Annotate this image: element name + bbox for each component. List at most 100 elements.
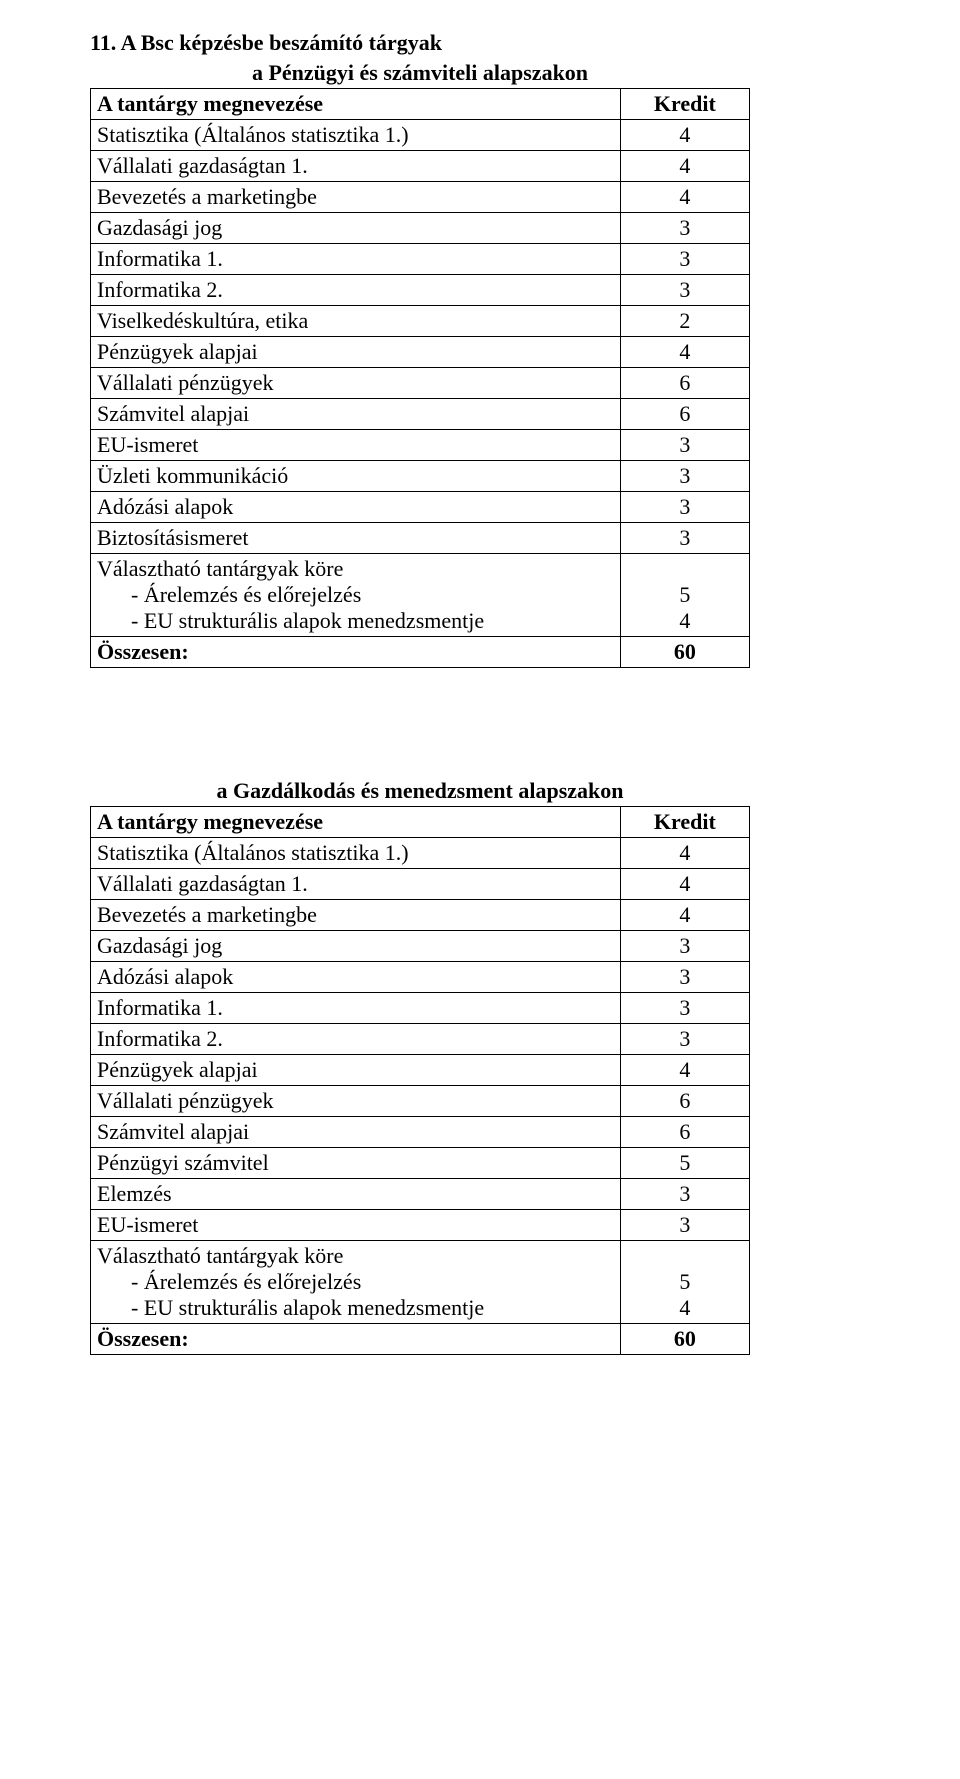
- table-row: Informatika 1.3: [91, 244, 750, 275]
- table2-header-credit: Kredit: [620, 807, 749, 838]
- elective-item: - Árelemzés és előrejelzés: [97, 1269, 614, 1295]
- table-cell-credit: 3: [620, 523, 749, 554]
- table-cell-credit: 3: [620, 1210, 749, 1241]
- table1-sum-value: 60: [620, 637, 749, 668]
- elective-item: - EU strukturális alapok menedzsmentje: [97, 608, 614, 634]
- table-cell-credit: 3: [620, 275, 749, 306]
- table-cell-credit: 6: [620, 1117, 749, 1148]
- table2: A tantárgy megnevezése Kredit Statisztik…: [90, 806, 750, 1355]
- table-cell-name: Számvitel alapjai: [91, 399, 621, 430]
- elective-credit: 4: [627, 608, 743, 634]
- table-cell-credit: 3: [620, 1179, 749, 1210]
- table-row: Viselkedéskultúra, etika2: [91, 306, 750, 337]
- table-row: Vállalati gazdaságtan 1.4: [91, 151, 750, 182]
- table-cell-name: Informatika 2.: [91, 1024, 621, 1055]
- table-row: Informatika 1.3: [91, 993, 750, 1024]
- table-cell-credit: 3: [620, 461, 749, 492]
- table-row: Adózási alapok3: [91, 492, 750, 523]
- table-row: Informatika 2.3: [91, 1024, 750, 1055]
- table1-elective-cell: Választható tantárgyak köre - Árelemzés …: [91, 554, 621, 637]
- table-row: Pénzügyek alapjai4: [91, 1055, 750, 1086]
- table-cell-credit: 4: [620, 337, 749, 368]
- table-row: Elemzés3: [91, 1179, 750, 1210]
- table-row: Üzleti kommunikáció3: [91, 461, 750, 492]
- table-row: Vállalati pénzügyek6: [91, 368, 750, 399]
- table-cell-credit: 6: [620, 368, 749, 399]
- table-cell-credit: 3: [620, 1024, 749, 1055]
- table1-title: a Pénzügyi és számviteli alapszakon: [90, 60, 750, 86]
- table1-header-name: A tantárgy megnevezése: [91, 89, 621, 120]
- table-cell-name: Statisztika (Általános statisztika 1.): [91, 120, 621, 151]
- table-row: EU-ismeret3: [91, 430, 750, 461]
- elective-credit: 4: [627, 1295, 743, 1321]
- table-cell-name: Statisztika (Általános statisztika 1.): [91, 838, 621, 869]
- table-row: Informatika 2.3: [91, 275, 750, 306]
- table-cell-name: Informatika 1.: [91, 993, 621, 1024]
- table-row: Gazdasági jog3: [91, 213, 750, 244]
- table-cell-name: Üzleti kommunikáció: [91, 461, 621, 492]
- table1-sum-row: Összesen: 60: [91, 637, 750, 668]
- table1-header-credit: Kredit: [620, 89, 749, 120]
- table-cell-name: Pénzügyi számvitel: [91, 1148, 621, 1179]
- table-cell-name: EU-ismeret: [91, 1210, 621, 1241]
- table-row: Számvitel alapjai6: [91, 1117, 750, 1148]
- table2-sum-value: 60: [620, 1324, 749, 1355]
- table-cell-name: Elemzés: [91, 1179, 621, 1210]
- table-cell-name: Gazdasági jog: [91, 213, 621, 244]
- table-cell-name: Számvitel alapjai: [91, 1117, 621, 1148]
- table-cell-credit: 3: [620, 931, 749, 962]
- table-cell-name: Vállalati pénzügyek: [91, 1086, 621, 1117]
- table2-title: a Gazdálkodás és menedzsment alapszakon: [90, 778, 750, 804]
- table-cell-credit: 6: [620, 399, 749, 430]
- table-row: Pénzügyi számvitel5: [91, 1148, 750, 1179]
- table-cell-credit: 3: [620, 213, 749, 244]
- table-row: Vállalati pénzügyek6: [91, 1086, 750, 1117]
- table1-header-row: A tantárgy megnevezése Kredit: [91, 89, 750, 120]
- table-row: EU-ismeret3: [91, 1210, 750, 1241]
- table-cell-name: Vállalati pénzügyek: [91, 368, 621, 399]
- table-cell-name: Bevezetés a marketingbe: [91, 182, 621, 213]
- table-row: Statisztika (Általános statisztika 1.)4: [91, 838, 750, 869]
- table-cell-name: Adózási alapok: [91, 962, 621, 993]
- table-row: Biztosításismeret3: [91, 523, 750, 554]
- table-cell-credit: 3: [620, 244, 749, 275]
- table-row: Bevezetés a marketingbe4: [91, 900, 750, 931]
- elective-item: - EU strukturális alapok menedzsmentje: [97, 1295, 614, 1321]
- table2-elective-cell: Választható tantárgyak köre - Árelemzés …: [91, 1241, 621, 1324]
- table-cell-credit: 3: [620, 492, 749, 523]
- table-cell-name: Vállalati gazdaságtan 1.: [91, 151, 621, 182]
- elective-item: - Árelemzés és előrejelzés: [97, 582, 614, 608]
- table-cell-credit: 4: [620, 869, 749, 900]
- table2-sum-row: Összesen: 60: [91, 1324, 750, 1355]
- table-row: Vállalati gazdaságtan 1.4: [91, 869, 750, 900]
- table1-sum-label: Összesen:: [91, 637, 621, 668]
- table-cell-name: Pénzügyek alapjai: [91, 1055, 621, 1086]
- table-cell-name: Viselkedéskultúra, etika: [91, 306, 621, 337]
- table2-header-row: A tantárgy megnevezése Kredit: [91, 807, 750, 838]
- table-row: Bevezetés a marketingbe4: [91, 182, 750, 213]
- table-cell-credit: 4: [620, 838, 749, 869]
- table-row: Adózási alapok3: [91, 962, 750, 993]
- table-cell-credit: 5: [620, 1148, 749, 1179]
- table-cell-credit: 3: [620, 962, 749, 993]
- table-cell-name: Pénzügyek alapjai: [91, 337, 621, 368]
- table1-elective-label: Választható tantárgyak köre: [97, 556, 614, 582]
- table-cell-name: Vállalati gazdaságtan 1.: [91, 869, 621, 900]
- elective-credit: 5: [627, 1269, 743, 1295]
- table-cell-name: Informatika 2.: [91, 275, 621, 306]
- table1: A tantárgy megnevezése Kredit Statisztik…: [90, 88, 750, 668]
- table2-elective-row: Választható tantárgyak köre - Árelemzés …: [91, 1241, 750, 1324]
- table-cell-credit: 6: [620, 1086, 749, 1117]
- table-cell-credit: 2: [620, 306, 749, 337]
- table-cell-credit: 4: [620, 151, 749, 182]
- section-heading: 11. A Bsc képzésbe beszámító tárgyak: [90, 30, 870, 56]
- table2-sum-label: Összesen:: [91, 1324, 621, 1355]
- table2-header-name: A tantárgy megnevezése: [91, 807, 621, 838]
- table-cell-name: EU-ismeret: [91, 430, 621, 461]
- spacer: [90, 668, 870, 778]
- table-cell-name: Adózási alapok: [91, 492, 621, 523]
- table1-elective-row: Választható tantárgyak köre - Árelemzés …: [91, 554, 750, 637]
- table-cell-name: Bevezetés a marketingbe: [91, 900, 621, 931]
- table1-elective-credits: 54: [620, 554, 749, 637]
- table-row: Pénzügyek alapjai4: [91, 337, 750, 368]
